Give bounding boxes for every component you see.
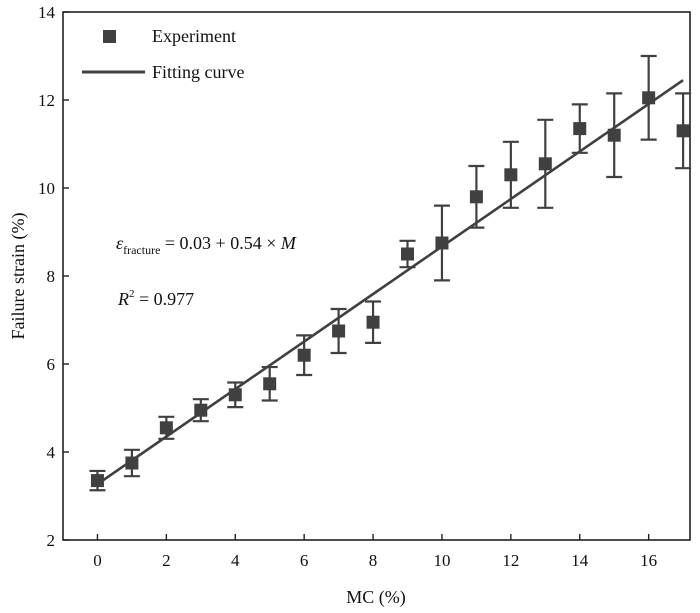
- x-tick-label: 14: [571, 551, 589, 570]
- equation-subscript: fracture: [123, 243, 160, 257]
- fitting-curve-line: [96, 79, 684, 486]
- data-point: [573, 122, 587, 136]
- y-tick-label: 8: [47, 267, 56, 286]
- y-tick-label: 14: [38, 3, 56, 22]
- y-tick-label: 2: [47, 531, 56, 550]
- data-point: [538, 157, 552, 171]
- data-point: [435, 236, 449, 250]
- marker-layer: [90, 91, 690, 488]
- x-tick-label: 2: [162, 551, 171, 570]
- x-tick-label: 8: [369, 551, 378, 570]
- data-point: [228, 388, 242, 402]
- data-point: [125, 456, 139, 470]
- equation-annotation: εfracture = 0.03 + 0.54 × M: [116, 233, 297, 257]
- x-axis-title: MC (%): [346, 587, 406, 608]
- data-point: [194, 403, 208, 417]
- x-tick-label: 0: [93, 551, 102, 570]
- r-squared-annotation: R2 = 0.977: [117, 288, 194, 309]
- fit-layer: [96, 79, 684, 486]
- y-tick-label: 12: [38, 91, 55, 110]
- data-point: [263, 377, 277, 391]
- data-point: [90, 474, 104, 488]
- x-tick-label: 6: [300, 551, 309, 570]
- plot-frame: [62, 11, 691, 541]
- data-point: [676, 124, 690, 138]
- data-point: [401, 247, 415, 261]
- equation-body: = 0.03 + 0.54 ×: [160, 233, 280, 253]
- equation-symbol: ε: [116, 233, 124, 253]
- r-squared-symbol: R: [117, 289, 129, 309]
- y-tick-label: 6: [47, 355, 56, 374]
- legend-marker-experiment: [103, 30, 116, 43]
- data-point: [366, 315, 380, 329]
- legend: Experiment Fitting curve: [82, 26, 245, 82]
- x-tick-label: 12: [502, 551, 519, 570]
- x-tick-label: 10: [433, 551, 450, 570]
- legend-label-experiment: Experiment: [152, 26, 236, 46]
- legend-label-fitting-curve: Fitting curve: [152, 62, 245, 82]
- y-tick-label: 10: [38, 179, 55, 198]
- equation-variable: M: [280, 233, 297, 253]
- r-squared-value: = 0.977: [135, 289, 195, 309]
- x-tick-label: 4: [231, 551, 240, 570]
- errorbar-layer: [89, 54, 692, 492]
- data-point: [642, 91, 656, 105]
- axes-layer: 2 4 6 8 10 12 14 0 2 4 6 8 10 12 14 16: [38, 3, 657, 570]
- r-squared-superscript: 2: [129, 288, 135, 300]
- data-point: [297, 348, 311, 362]
- data-point: [607, 128, 621, 142]
- data-point: [469, 190, 483, 204]
- y-axis-title: Failure strain (%): [8, 213, 29, 340]
- y-tick-label: 4: [47, 443, 56, 462]
- data-point: [159, 421, 173, 435]
- data-point: [504, 168, 518, 182]
- data-point: [332, 324, 346, 338]
- x-tick-label: 16: [640, 551, 657, 570]
